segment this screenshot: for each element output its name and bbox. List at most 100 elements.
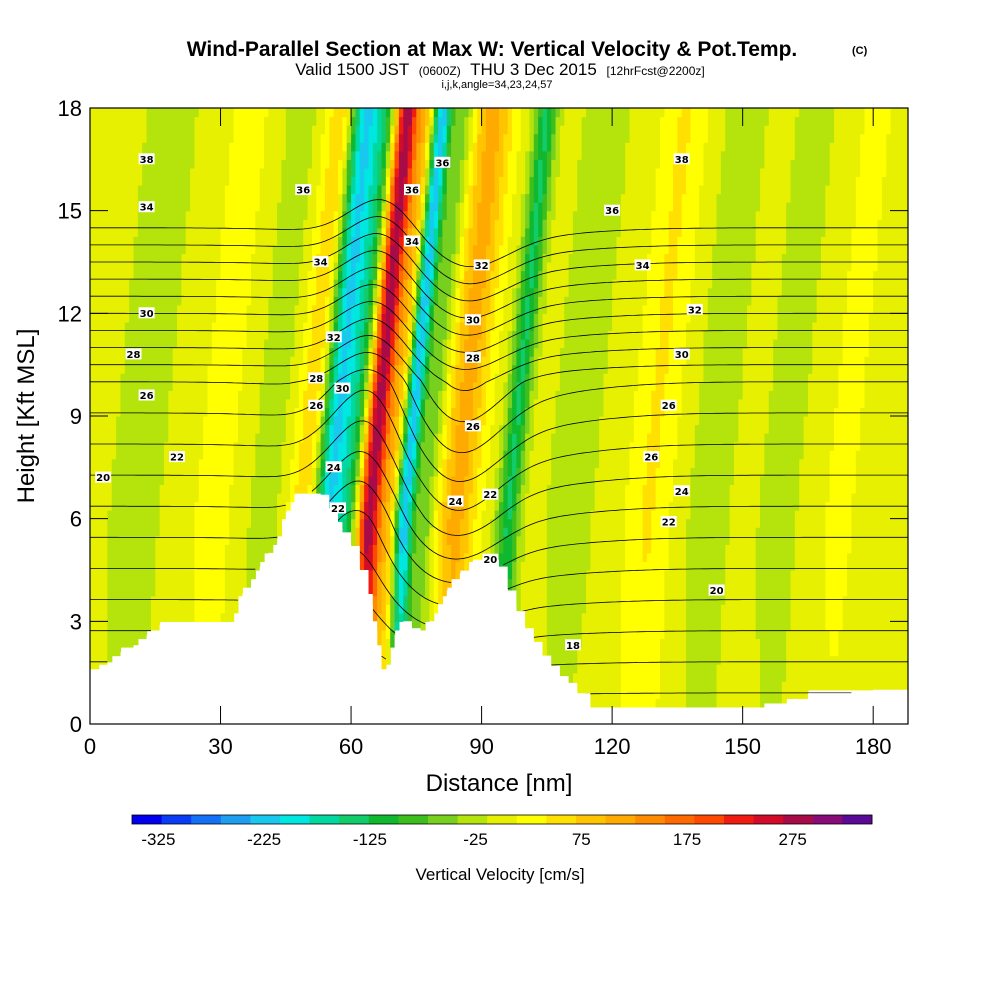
heatmap-cell (242, 227, 248, 237)
heatmap-cell (207, 108, 213, 118)
heatmap-cell (338, 202, 343, 212)
heatmap-cell (272, 133, 278, 143)
heatmap-cell (268, 467, 274, 477)
heatmap-cell (233, 262, 239, 272)
heatmap-cell (298, 416, 304, 426)
heatmap-cell (333, 210, 339, 220)
heatmap-cell (381, 244, 387, 255)
heatmap-cell (433, 364, 439, 374)
heatmap-cell (307, 244, 313, 255)
heatmap-cell (372, 339, 378, 349)
heatmap-cell (237, 108, 243, 118)
heatmap-cell (272, 450, 278, 460)
heatmap-cell (411, 467, 417, 477)
heatmap-cell (163, 458, 169, 468)
heatmap-cell (155, 467, 161, 477)
heatmap-cell (129, 527, 135, 537)
heatmap-cell (307, 262, 313, 272)
heatmap-cell (142, 561, 148, 571)
heatmap-cell (446, 364, 452, 374)
heatmap-cell (203, 219, 209, 229)
heatmap-cell (433, 467, 439, 477)
heatmap-cell (385, 381, 391, 391)
heatmap-cell (355, 313, 361, 323)
heatmap-cell (224, 604, 230, 614)
heatmap-cell (168, 604, 174, 614)
heatmap-cell (420, 296, 426, 306)
heatmap-cell (359, 535, 365, 545)
heatmap-cell (394, 373, 400, 383)
heatmap-cell (224, 193, 230, 203)
heatmap-cell (224, 398, 230, 409)
heatmap-cell (181, 313, 187, 323)
heatmap-cell (459, 458, 465, 468)
heatmap-cell (246, 535, 252, 545)
heatmap-cell (90, 493, 95, 503)
heatmap-cell (163, 407, 169, 417)
heatmap-cell (342, 108, 348, 118)
heatmap-cell (320, 347, 326, 357)
heatmap-cell (120, 621, 126, 631)
heatmap-cell (137, 167, 143, 178)
heatmap-cell (220, 433, 226, 443)
heatmap-cell (342, 210, 348, 220)
heatmap-cell (198, 202, 204, 212)
heatmap-cell (277, 475, 283, 486)
heatmap-cell (194, 467, 200, 477)
heatmap-cell (416, 219, 422, 229)
heatmap-cell (468, 467, 474, 477)
heatmap-cell (294, 279, 300, 289)
heatmap-cell (124, 390, 130, 400)
heatmap-cell (303, 330, 309, 340)
heatmap-cell (242, 484, 248, 494)
heatmap-cell (464, 544, 470, 554)
heatmap-cell (464, 227, 470, 237)
heatmap-cell (411, 373, 417, 383)
heatmap-cell (120, 279, 126, 289)
heatmap-cell (385, 176, 391, 186)
heatmap-cell (451, 552, 457, 563)
heatmap-cell (268, 501, 274, 511)
heatmap-cell (224, 279, 230, 289)
heatmap-cell (163, 475, 169, 486)
heatmap-cell (438, 321, 444, 332)
heatmap-cell (133, 244, 139, 255)
heatmap-cell (185, 493, 191, 503)
heatmap-cell (272, 321, 278, 332)
heatmap-cell (385, 193, 391, 203)
heatmap-cell (438, 450, 444, 460)
heatmap-cell (133, 595, 139, 605)
heatmap-cell (124, 244, 130, 255)
heatmap-cell (111, 219, 117, 229)
heatmap-cell (377, 193, 383, 203)
heatmap-cell (355, 381, 361, 391)
heatmap-cell (311, 227, 317, 237)
heatmap-cell (329, 210, 335, 220)
heatmap-cell (346, 176, 352, 186)
heatmap-cell (433, 578, 439, 588)
heatmap-cell (311, 330, 317, 340)
heatmap-cell (216, 202, 222, 212)
heatmap-cell (394, 561, 400, 571)
heatmap-cell (377, 347, 383, 357)
heatmap-cell (172, 570, 178, 580)
heatmap-cell (442, 458, 448, 468)
heatmap-cell (381, 621, 387, 631)
heatmap-cell (90, 296, 95, 306)
heatmap-cell (407, 262, 413, 272)
heatmap-cell (94, 373, 100, 383)
heatmap-cell (220, 262, 226, 272)
heatmap-cell (94, 176, 100, 186)
heatmap-cell (394, 202, 400, 212)
heatmap-cell (285, 227, 291, 237)
heatmap-cell (407, 578, 413, 588)
heatmap-cell (294, 398, 300, 409)
heatmap-cell (198, 296, 204, 306)
heatmap-cell (246, 484, 252, 494)
heatmap-cell (433, 398, 439, 409)
heatmap-cell (181, 535, 187, 545)
heatmap-cell (194, 321, 200, 332)
heatmap-cell (142, 253, 148, 263)
heatmap-cell (468, 475, 474, 486)
heatmap-cell (277, 210, 283, 220)
